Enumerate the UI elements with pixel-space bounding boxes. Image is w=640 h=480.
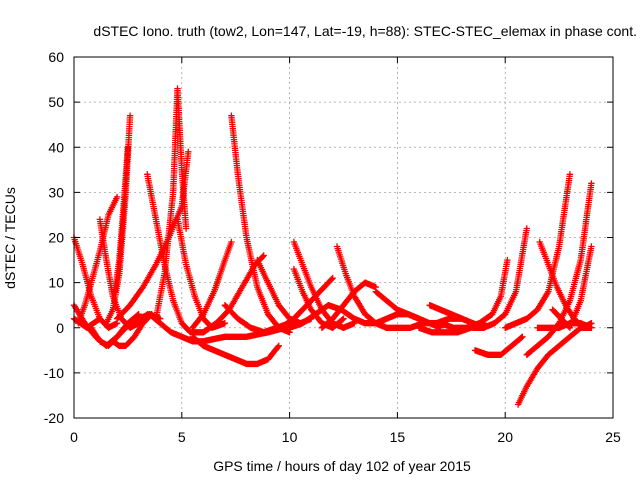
y-tick-label: 30 (48, 184, 64, 200)
series-layer (70, 85, 595, 408)
y-tick-label: 20 (48, 230, 64, 246)
y-tick-label: 10 (48, 275, 64, 291)
x-tick-label: 25 (605, 429, 621, 445)
series-track-6 (96, 216, 151, 331)
x-axis-title: GPS time / hours of day 102 of year 2015 (213, 458, 471, 474)
series-track-26 (318, 279, 379, 331)
y-axis-title: dSTEC / TECUs (2, 187, 18, 289)
x-tick-label: 15 (390, 429, 406, 445)
chart-title: dSTEC Iono. truth (tow2, Lon=147, Lat=-1… (93, 23, 637, 39)
x-tick-label: 0 (70, 429, 78, 445)
series-track-8 (109, 311, 155, 349)
series-track-33 (469, 225, 530, 331)
series-track-21 (264, 274, 336, 336)
y-tick-label: 50 (48, 94, 64, 110)
series-track-22 (290, 238, 358, 331)
y-tick-label: 40 (48, 139, 64, 155)
series-track-37 (523, 180, 595, 358)
axis-ticks: 0 5 10 15 20 25 -20 -10 0 10 20 30 40 50 60 (44, 49, 621, 445)
y-tick-label: -20 (44, 410, 64, 426)
x-tick-label: 10 (282, 429, 298, 445)
grid-lines (74, 57, 613, 418)
series-track-18 (228, 112, 293, 336)
x-tick-label: 5 (178, 429, 186, 445)
series-track-36 (502, 171, 574, 331)
series-track-34 (471, 333, 526, 358)
y-tick-label: 0 (56, 320, 64, 336)
y-tick-label: -10 (44, 365, 64, 381)
series-track-9 (111, 144, 132, 295)
y-tick-label: 60 (48, 49, 64, 65)
series-track-15 (189, 333, 282, 368)
series-track-38 (536, 238, 595, 331)
series-track-16 (189, 238, 235, 331)
series-track-35 (514, 324, 595, 408)
x-tick-label: 20 (497, 429, 513, 445)
series-track-40 (534, 320, 595, 331)
